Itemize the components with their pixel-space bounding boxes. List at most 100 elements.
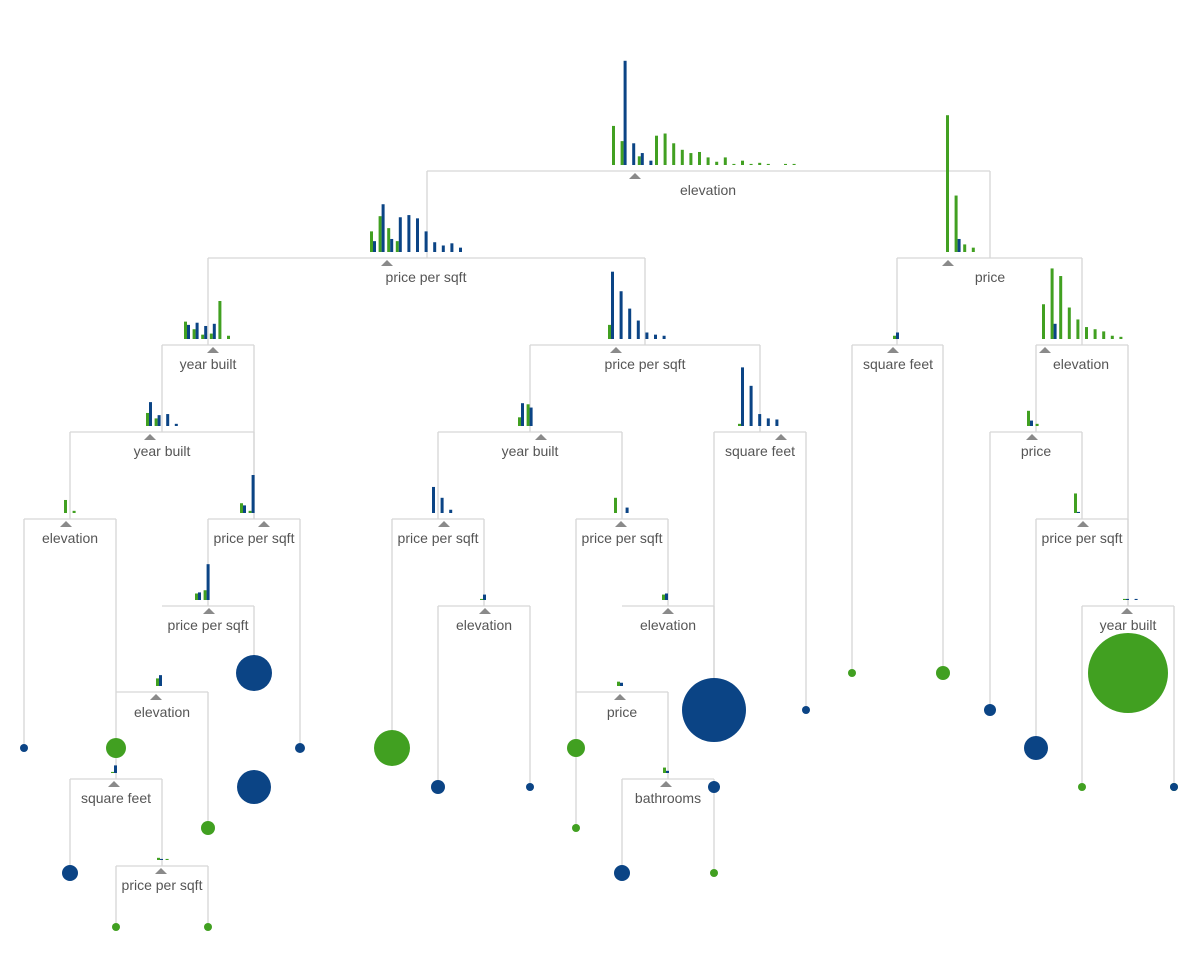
leaf-node-blue	[431, 780, 445, 794]
node-histogram-elevation	[64, 499, 76, 513]
histogram-bar-blue	[206, 564, 210, 600]
histogram-bar-blue	[424, 231, 428, 252]
node-histogram-elevation	[1042, 268, 1123, 339]
histogram-bar-green	[203, 590, 207, 600]
leaf-node-blue	[237, 770, 271, 804]
histogram-bar-blue	[114, 765, 117, 773]
histogram-bar-green	[617, 681, 620, 686]
node-label: price per sqft	[398, 530, 479, 546]
histogram-bar-green	[218, 301, 222, 339]
split-marker-icon	[942, 260, 954, 266]
split-marker-icon	[155, 868, 167, 874]
histogram-bar-blue	[666, 770, 669, 773]
histogram-bar-blue	[483, 594, 486, 600]
histogram-bar-blue	[441, 245, 445, 252]
histogram-bar-blue	[645, 332, 649, 339]
histogram-bar-blue	[373, 241, 376, 252]
histogram-bar-green	[749, 163, 753, 165]
split-marker-icon	[775, 434, 787, 440]
leaf-node-blue	[1170, 783, 1178, 791]
histogram-bar-blue	[654, 334, 657, 339]
node-histogram-price-per-sqft	[370, 204, 462, 252]
split-marker-icon	[381, 260, 393, 266]
histogram-bar-green	[157, 857, 160, 860]
node-label: year built	[1100, 617, 1157, 633]
leaf-nodes	[20, 633, 1178, 931]
histogram-bar-blue	[957, 238, 961, 252]
histogram-bar-green	[195, 593, 198, 600]
histogram-bar-blue	[459, 247, 462, 252]
leaf-node-blue	[802, 706, 810, 714]
node-histogram-price	[946, 115, 975, 252]
histogram-bar-green	[111, 771, 114, 773]
node-label: elevation	[680, 182, 736, 198]
leaf-node-blue	[708, 781, 720, 793]
leaf-node-green	[106, 738, 126, 758]
histogram-bar-green	[954, 195, 958, 252]
histogram-bar-blue	[766, 418, 770, 426]
leaf-node-blue	[984, 704, 996, 716]
histogram-bar-blue	[625, 507, 629, 513]
leaf-node-blue	[20, 744, 28, 752]
node-label: price	[975, 269, 1006, 285]
node-histogram-price	[1027, 410, 1039, 426]
histogram-bar-green	[689, 153, 693, 165]
node-histogram-price-per-sqft	[608, 271, 666, 339]
histogram-bar-green	[723, 157, 727, 165]
leaf-node-green	[374, 730, 410, 766]
histogram-bar-green	[1050, 268, 1054, 339]
histogram-bar-green	[248, 510, 252, 513]
histogram-bar-green	[715, 161, 719, 165]
node-label: price per sqft	[214, 530, 295, 546]
node-label: elevation	[640, 617, 696, 633]
node-label: price per sqft	[122, 877, 203, 893]
histogram-bar-green	[766, 163, 770, 165]
leaf-node-green	[572, 824, 580, 832]
node-label: year built	[502, 443, 559, 459]
histogram-bar-green	[227, 335, 230, 339]
split-marker-icon	[203, 608, 215, 614]
leaf-node-green	[567, 739, 585, 757]
histogram-bar-blue	[416, 218, 419, 252]
histogram-bar-blue	[896, 332, 899, 339]
histogram-bar-green	[518, 417, 521, 426]
histogram-bar-blue	[204, 325, 208, 339]
histogram-bar-green	[655, 135, 658, 165]
histogram-bar-green	[395, 241, 399, 252]
leaf-node-blue	[614, 865, 630, 881]
split-marker-icon	[610, 347, 622, 353]
node-histogram-price-per-sqft	[240, 475, 255, 513]
split-marker-icon	[660, 781, 672, 787]
histogram-bar-green	[698, 151, 701, 165]
node-label: price	[607, 704, 638, 720]
histogram-bar-green	[971, 247, 975, 252]
histogram-bar-blue	[775, 419, 779, 426]
node-histogram-price-per-sqft	[157, 857, 169, 860]
histogram-bar-green	[706, 157, 710, 165]
histogram-bar-blue	[174, 423, 178, 426]
histogram-bar-blue	[432, 486, 435, 513]
node-histogram-year-built	[146, 402, 178, 426]
split-marker-icon	[1077, 521, 1089, 527]
histogram-bar-blue	[398, 217, 402, 252]
histogram-bar-blue	[662, 335, 666, 339]
histogram-bar-green	[201, 334, 205, 339]
leaf-node-green	[201, 821, 215, 835]
histogram-bar-blue	[381, 204, 385, 252]
leaf-node-blue	[295, 743, 305, 753]
histogram-bar-green	[1074, 493, 1077, 513]
histogram-bar-green	[893, 335, 896, 339]
node-label: bathrooms	[635, 790, 701, 806]
node-labels: elevation price per sqft price year built pr…	[42, 182, 1157, 893]
split-marker-icon	[615, 521, 627, 527]
histogram-bar-green	[620, 141, 624, 165]
histogram-bar-blue	[636, 320, 640, 339]
leaf-node-green	[204, 923, 212, 931]
histogram-bar-blue	[149, 402, 152, 426]
split-marker-icon	[1121, 608, 1133, 614]
node-label: square feet	[863, 356, 933, 372]
histogram-bar-green	[1027, 410, 1030, 426]
histogram-bar-blue	[160, 858, 163, 860]
histogram-bar-green	[662, 594, 665, 600]
split-marker-icon	[479, 608, 491, 614]
